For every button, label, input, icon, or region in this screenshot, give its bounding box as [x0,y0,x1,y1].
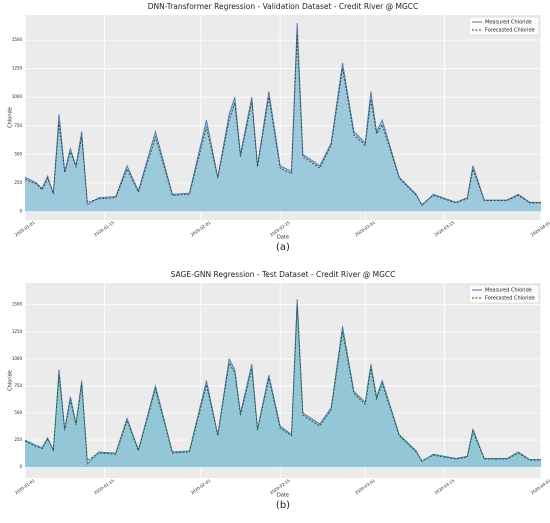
y-tick-label: 1000 [12,94,23,99]
x-tick-label: 2020-01-15 [93,220,115,238]
x-tick-label: 2020-03-01 [354,478,376,496]
area [25,299,541,468]
y-tick-label: 1250 [12,66,23,71]
series-line [24,299,541,465]
x-tick-label: 2020-03-01 [354,220,376,238]
panel-label: (a) [276,242,290,253]
legend-label: Forecasted Chloride [485,28,535,34]
y-axis-label: Chloride [8,370,14,391]
y-tick-label: 250 [14,437,22,442]
x-tick-label: 2020-03-15 [433,220,455,238]
chart-title: SAGE-GNN Regression - Test Dataset - Cre… [171,270,396,279]
y-tick-label: 1000 [12,356,23,361]
y-tick-label: 0 [19,464,22,469]
series-line [24,306,541,462]
x-tick-label: 2020-04-01 [530,220,550,238]
y-tick-label: 1250 [12,329,23,334]
y-tick-label: 750 [14,123,22,128]
x-axis-label: Date [277,493,289,499]
x-tick-label: 2020-01-01 [14,478,36,496]
chart-title: DNN-Transformer Regression - Validation … [148,2,419,11]
y-tick-label: 500 [14,151,22,156]
x-tick-label: 2020-01-15 [93,478,115,496]
legend-box [468,284,540,304]
panel-label: (b) [276,500,290,511]
legend-label: Forecasted Chloride [485,296,535,302]
y-tick-label: 250 [14,180,22,185]
x-tick-label: 2020-02-01 [190,478,212,496]
y-tick-label: 750 [14,383,22,388]
y-tick-label: 500 [14,410,22,415]
y-tick-label: 1500 [12,37,23,42]
x-tick-label: 2020-04-01 [530,478,550,496]
y-axis-label: Chloride [8,107,14,128]
x-tick-label: 2020-02-01 [190,220,212,238]
y-tick-label: 0 [19,208,22,213]
area [25,22,541,212]
legend-label: Measured Chloride [485,20,532,26]
x-tick-label: 2020-01-01 [14,220,36,238]
legend-box [468,16,540,36]
x-axis-label: Date [277,235,289,241]
x-tick-label: 2020-03-15 [433,478,455,496]
legend-label: Measured Chloride [485,288,532,294]
y-tick-label: 1500 [12,302,23,307]
series-line [24,34,541,206]
